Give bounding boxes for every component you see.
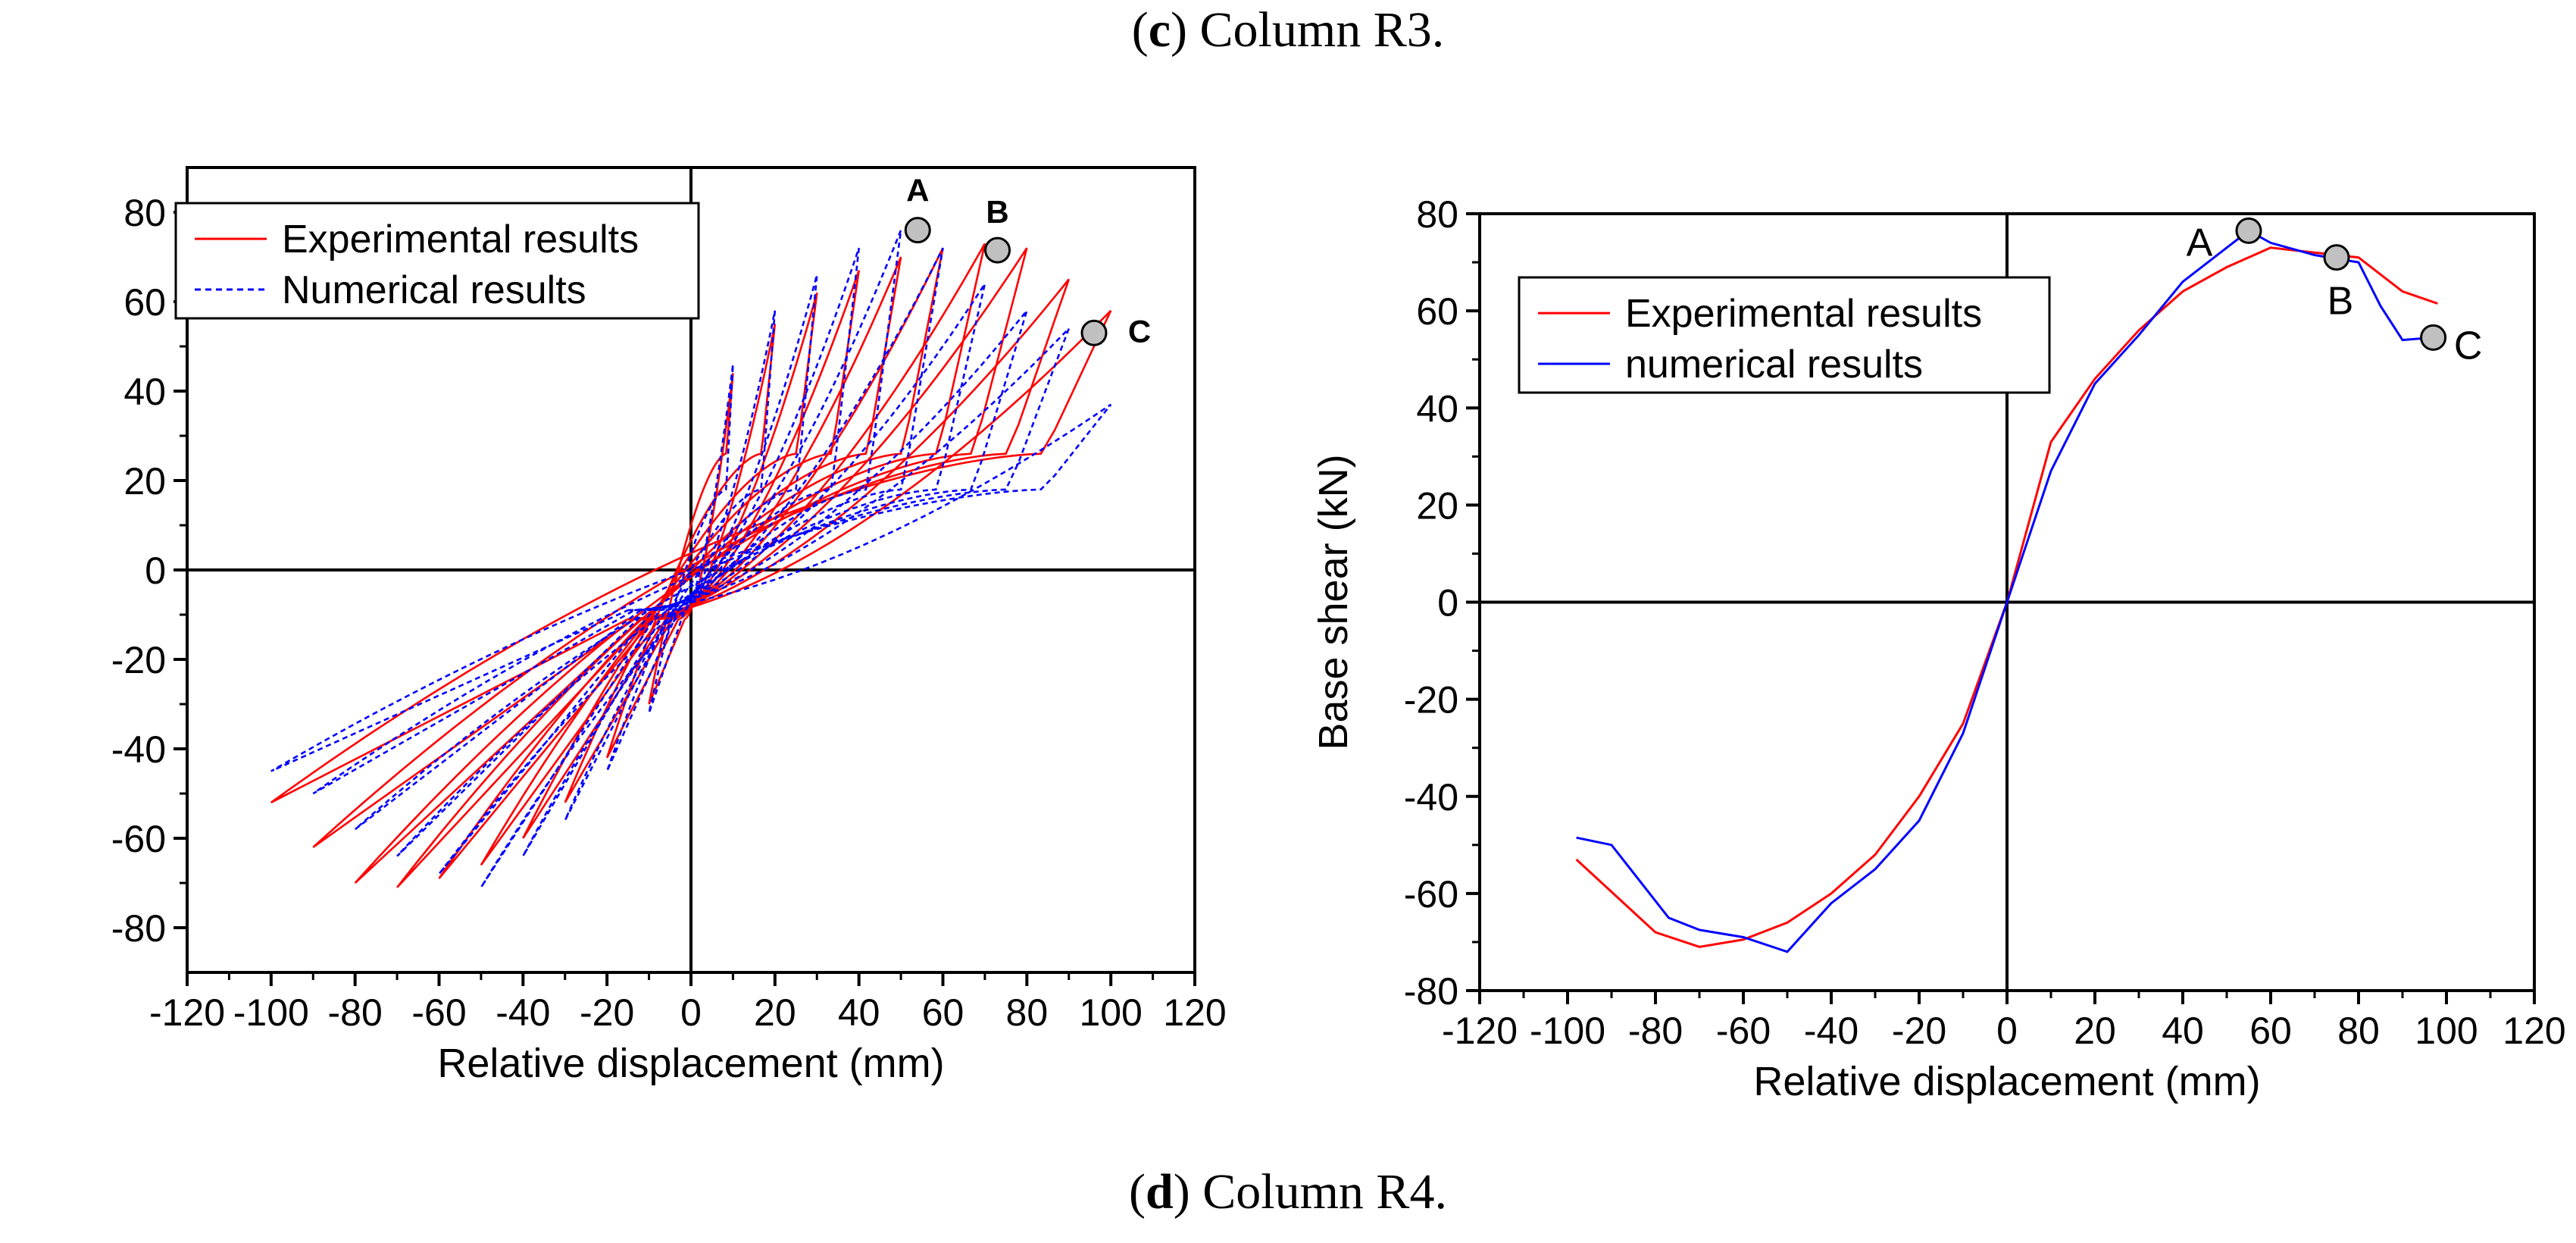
y-tick-label: -20 [1404,679,1458,722]
x-tick-label: 100 [2415,1010,2478,1052]
x-axis-label: Relative displacement (mm) [437,1041,944,1086]
caption-c-prefix: ( [1131,2,1149,58]
marker-point-A [2235,217,2262,244]
x-tick-label: 120 [1163,991,1226,1034]
experimental-loop-80mm [354,247,1028,884]
x-tick-label: 40 [838,991,880,1034]
marker-label-C: C [2454,324,2483,368]
legend-label-0: Experimental results [1625,292,1982,336]
caption-d-letter: d [1146,1164,1174,1220]
numerical-loop-60mm [438,247,944,875]
x-axis-label: Relative displacement (mm) [1753,1059,2260,1104]
y-axis-label: Base shear (kN) [1311,454,1356,750]
y-tick-label: -40 [1404,776,1458,819]
y-tick-label: 80 [123,192,166,234]
x-tick-label: 80 [2337,1010,2380,1052]
caption-d-prefix: ( [1129,1164,1146,1220]
y-tick-label: 0 [145,549,166,592]
y-tick-label: -20 [111,639,166,681]
legend-box [1518,276,2051,394]
x-tick-label: -120 [1442,1010,1518,1052]
y-tick-label: 20 [1416,484,1458,527]
numerical-loop-90mm [312,327,1071,795]
y-tick-label: -60 [111,818,166,860]
experimental-loop-100mm [270,309,1112,803]
y-tick-label: -80 [111,907,166,950]
x-tick-label: 60 [922,991,964,1034]
x-tick-label: -60 [1716,1010,1771,1052]
marker-label-B: B [986,194,1008,230]
experimental-loop-50mm [480,256,902,866]
y-tick-label: 20 [123,460,166,503]
x-tick-label: 20 [754,991,796,1034]
x-tick-label: 60 [2249,1010,2292,1052]
y-tick-label: 40 [123,371,166,413]
numerical-loop-50mm [480,230,902,888]
x-tick-label: -120 [149,991,225,1034]
y-tick-label: -40 [111,728,166,771]
y-tick-label: 40 [1416,387,1458,430]
caption-c-suffix: ) Column R3. [1171,2,1445,58]
y-tick-label: -80 [1404,970,1458,1013]
x-tick-label: 0 [1996,1010,2018,1052]
numerical-loop-20mm [605,310,777,772]
y-tick-label: 80 [1416,193,1458,236]
numerical-loop-100mm [270,403,1112,772]
marker-label-A: A [2187,221,2213,265]
x-tick-label: 20 [2074,1010,2116,1052]
numerical-loop-10mm [648,364,734,714]
x-tick-label: -40 [496,991,550,1034]
experimental-loop-90mm [312,278,1071,848]
legend-label-0: Experimental results [282,218,639,261]
figure-caption-d: (d) Column R4. [0,1163,2576,1221]
numerical-loop-80mm [354,309,1028,831]
backbone-chart: -120 -100 -80 -60 -40 -20 0 20 40 60 80 100 120 -80 -6… [1311,193,2566,1104]
y-tick-label: -60 [1404,873,1458,916]
x-tick-label: -60 [411,991,466,1034]
x-tick-label: -80 [1628,1010,1683,1052]
marker-label-B: B [2327,280,2354,324]
marker-point-C [1080,319,1108,346]
x-tick-label: -40 [1804,1010,1859,1052]
x-tick-label: -20 [580,991,634,1034]
y-tick-label: 0 [1437,582,1458,625]
x-tick-label: 0 [680,991,702,1034]
x-tick-label: -80 [328,991,383,1034]
y-tick-label: 60 [1416,290,1458,333]
y-tick-label: 60 [123,281,166,324]
marker-label-C: C [1128,313,1151,349]
numerical-loop-70mm [396,283,986,857]
marker-point-B [984,236,1011,264]
numerical-loop-30mm [564,274,818,821]
caption-c-letter: c [1148,2,1171,58]
legend-label-1: Numerical results [282,268,586,312]
x-tick-label: -20 [1892,1010,1946,1052]
marker-point-C [2420,324,2447,351]
legend-label-1: numerical results [1625,343,1923,387]
marker-point-A [904,217,931,244]
legend-box [174,202,700,320]
marker-point-B [2323,244,2350,271]
experimental-backbone-line [1575,246,2438,948]
x-tick-label: 120 [2503,1010,2565,1052]
x-tick-label: -100 [233,991,309,1034]
numerical-loop-40mm [522,247,860,857]
x-tick-label: -100 [1530,1010,1605,1052]
marker-label-A: A [906,173,929,208]
x-tick-label: 100 [1079,991,1142,1034]
x-tick-label: 40 [2162,1010,2204,1052]
x-tick-label: 80 [1006,991,1049,1034]
figure-caption-c: (c) Column R3. [0,2,2576,59]
hysteresis-curves [270,230,1112,888]
hysteresis-chart: -120 -100 -80 -60 -40 -20 0 20 40 60 80 100 120 -80 -6… [111,166,1227,1086]
caption-d-suffix: ) Column R4. [1173,1164,1447,1220]
